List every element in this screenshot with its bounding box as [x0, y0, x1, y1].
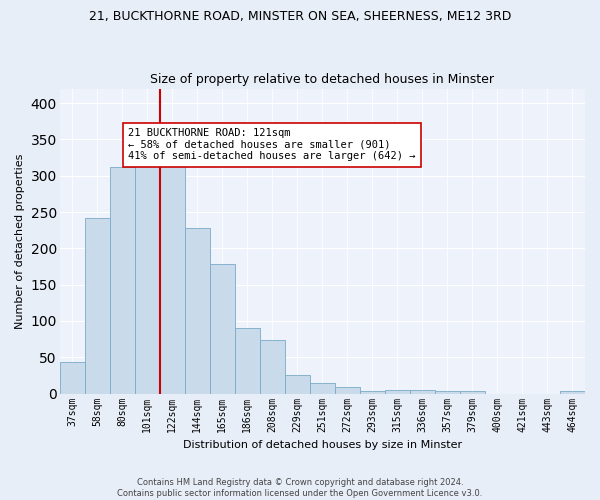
Bar	[85, 218, 110, 394]
Y-axis label: Number of detached properties: Number of detached properties	[15, 154, 25, 329]
Bar	[460, 392, 485, 394]
Bar	[160, 154, 185, 394]
Bar	[310, 382, 335, 394]
Bar	[285, 375, 310, 394]
Text: 21, BUCKTHORNE ROAD, MINSTER ON SEA, SHEERNESS, ME12 3RD: 21, BUCKTHORNE ROAD, MINSTER ON SEA, SHE…	[89, 10, 511, 23]
Text: Contains HM Land Registry data © Crown copyright and database right 2024.
Contai: Contains HM Land Registry data © Crown c…	[118, 478, 482, 498]
Bar	[435, 390, 460, 394]
Bar	[110, 167, 135, 394]
Bar	[135, 166, 160, 394]
Bar	[360, 390, 385, 394]
Bar	[210, 264, 235, 394]
Bar	[260, 340, 285, 394]
Bar	[560, 392, 585, 394]
X-axis label: Distribution of detached houses by size in Minster: Distribution of detached houses by size …	[183, 440, 462, 450]
Bar	[185, 228, 210, 394]
Bar	[385, 390, 410, 394]
Bar	[410, 390, 435, 394]
Text: 21 BUCKTHORNE ROAD: 121sqm
← 58% of detached houses are smaller (901)
41% of sem: 21 BUCKTHORNE ROAD: 121sqm ← 58% of deta…	[128, 128, 415, 162]
Bar	[235, 328, 260, 394]
Title: Size of property relative to detached houses in Minster: Size of property relative to detached ho…	[151, 73, 494, 86]
Bar	[60, 362, 85, 394]
Bar	[335, 387, 360, 394]
